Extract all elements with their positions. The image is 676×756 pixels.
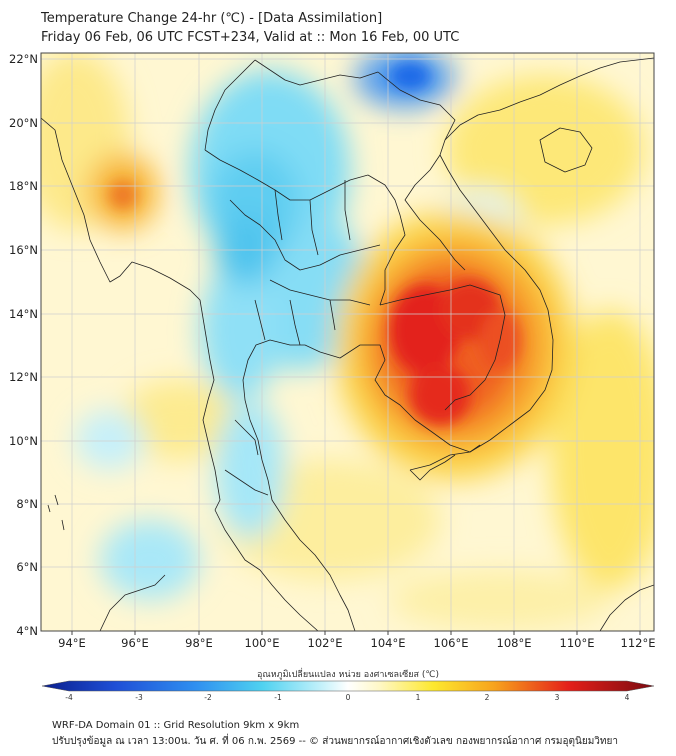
coastline-malay-west (214, 509, 319, 631)
thai-provinces-1 (229, 199, 381, 271)
border-laos (367, 174, 406, 306)
thai-provinces-4 (254, 299, 336, 346)
colorbar-tick: -2 (204, 693, 212, 702)
coastline-china (519, 57, 654, 103)
lat-tick-label: 12°N (9, 370, 38, 384)
plot-frame (40, 52, 655, 632)
lon-tick-label: 94°E (58, 636, 86, 650)
coastlines-borders (41, 57, 654, 631)
copyright-note: ปรับปรุงข้อมูล ณ เวลา 13:00น. วัน ศ. ที่… (52, 736, 618, 747)
lat-tick-label: 6°N (16, 560, 38, 574)
colorbar-gradient (41, 680, 655, 692)
temperature-field (41, 53, 654, 631)
lat-tick-label: 14°N (9, 307, 38, 321)
lon-tick-label: 112°E (621, 636, 656, 650)
colorbar-tick: 1 (416, 693, 421, 702)
coastline-myanmar (41, 117, 221, 511)
coastline-vietnam (409, 101, 554, 471)
lat-tick-label: 18°N (9, 179, 38, 193)
graticule (41, 53, 654, 631)
thai-provinces-2 (269, 279, 371, 306)
lon-tick-label: 102°E (308, 636, 343, 650)
border-china-laos (377, 71, 456, 141)
coastline-gulf (242, 339, 481, 481)
model-info: WRF-DA Domain 01 :: Grid Resolution 9km … (52, 720, 300, 731)
lat-tick-label: 10°N (9, 434, 38, 448)
lon-tick-label: 100°E (245, 636, 280, 650)
border-cambodia (379, 284, 506, 411)
coastline-mekong-delta (409, 454, 456, 481)
colorbar-tick: 2 (485, 693, 490, 702)
colorbar-tick: 3 (555, 693, 560, 702)
map-subtitle-valid-time: Friday 06 Feb, 06 UTC FCST+234, Valid at… (41, 30, 460, 45)
colorbar-tick: 4 (625, 693, 630, 702)
lon-tick-label: 98°E (185, 636, 213, 650)
border-laos-vietnam (404, 154, 466, 271)
lon-tick-label: 108°E (497, 636, 532, 650)
colorbar-tick: -3 (135, 693, 143, 702)
border-thailand-north (254, 59, 379, 86)
lon-tick-label: 110°E (560, 636, 595, 650)
lon-tick-label: 104°E (371, 636, 406, 650)
lon-tick-label: 96°E (121, 636, 149, 650)
coastline-malay-east (267, 479, 356, 631)
colorbar-label: อุณหภูมิเปลี่ยนแปลง หน่วย องศาเซลเซียส (… (257, 667, 439, 680)
border-myanmar-china (204, 59, 256, 151)
coastline-sumatra (99, 574, 166, 631)
latitude-axis: 22°N 20°N 18°N 16°N 14°N 12°N 10°N 8°N 6… (9, 52, 38, 638)
thai-provinces-3 (274, 180, 351, 256)
lat-tick-label: 22°N (9, 52, 38, 66)
border-thai-myanmar (204, 149, 369, 201)
colorbar-tick: -1 (274, 693, 282, 702)
map-title: Temperature Change 24-hr (℃) - [Data Ass… (41, 11, 383, 26)
lat-tick-label: 16°N (9, 243, 38, 257)
andaman-islands (47, 494, 65, 531)
colorbar-tick: -4 (65, 693, 73, 702)
colorbar: อุณหภูมิเปลี่ยนแปลง หน่วย องศาเซลเซียส (… (41, 667, 655, 702)
coastline-borneo (599, 584, 654, 631)
lat-tick-label: 20°N (9, 116, 38, 130)
colorbar-tick: 0 (346, 693, 351, 702)
lat-tick-label: 8°N (16, 497, 38, 511)
thai-south-provinces (224, 419, 269, 496)
lat-tick-label: 4°N (16, 624, 38, 638)
coastline-hainan (539, 127, 593, 173)
longitude-axis: 94°E 96°E 98°E 100°E 102°E 104°E 106°E 1… (58, 631, 655, 650)
lon-tick-label: 106°E (434, 636, 469, 650)
